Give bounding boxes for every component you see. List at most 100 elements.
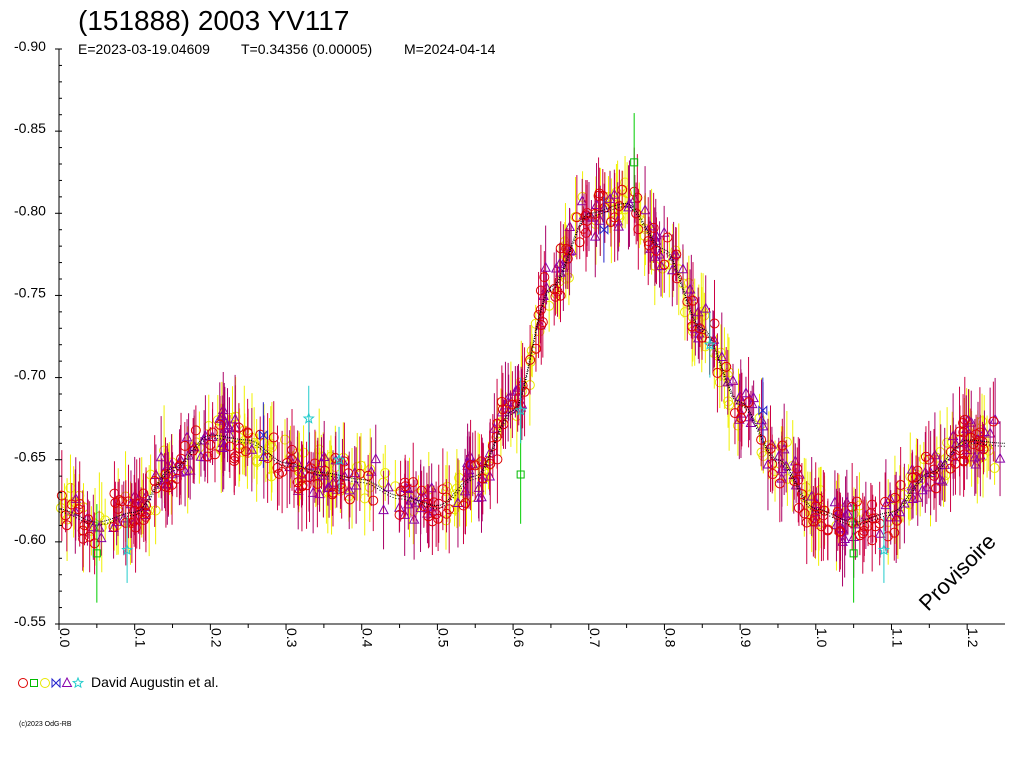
circle-marker bbox=[918, 454, 929, 465]
marker-shape bbox=[394, 509, 405, 520]
marker-shape bbox=[292, 477, 303, 488]
y-tick-label: -0.70 bbox=[14, 367, 46, 383]
marker-shape bbox=[654, 248, 665, 259]
marker-shape bbox=[274, 468, 285, 479]
circle-marker bbox=[959, 449, 970, 460]
marker-shape bbox=[693, 332, 704, 343]
triangle-marker bbox=[894, 506, 906, 517]
marker-shape bbox=[712, 367, 723, 378]
marker-shape bbox=[302, 412, 315, 424]
circle-marker bbox=[525, 354, 536, 365]
triangle-marker bbox=[540, 261, 551, 272]
circle-marker bbox=[292, 477, 303, 488]
marker-shape bbox=[891, 515, 902, 526]
triangle-marker bbox=[917, 484, 928, 495]
marker-shape bbox=[179, 440, 190, 451]
circle-marker bbox=[491, 432, 502, 443]
marker-shape bbox=[835, 526, 846, 537]
marker-shape bbox=[364, 482, 375, 493]
marker-shape bbox=[121, 543, 134, 556]
circle-marker bbox=[923, 454, 934, 465]
y-tick-label: -0.90 bbox=[14, 38, 46, 54]
marker-shape bbox=[780, 460, 792, 471]
marker-shape bbox=[659, 259, 670, 270]
marker-shape bbox=[485, 458, 496, 469]
square-marker bbox=[92, 549, 101, 558]
series-circle-2 bbox=[56, 147, 999, 575]
marker-shape bbox=[205, 439, 216, 450]
marker-shape bbox=[130, 522, 141, 533]
triangle-marker bbox=[655, 260, 667, 271]
marker-shape bbox=[611, 187, 622, 198]
marker-shape bbox=[497, 404, 508, 415]
triangle-marker bbox=[184, 464, 196, 475]
triangle-marker bbox=[748, 392, 759, 403]
circle-marker bbox=[79, 520, 90, 531]
marker-shape bbox=[832, 506, 843, 517]
x-tick-label: 0.4 bbox=[360, 628, 376, 648]
marker-shape bbox=[746, 398, 758, 409]
circle-marker bbox=[714, 377, 725, 388]
marker-shape bbox=[777, 440, 788, 451]
circle-marker bbox=[870, 521, 881, 532]
marker-shape bbox=[319, 465, 330, 476]
circle-marker bbox=[679, 307, 690, 318]
marker-shape bbox=[265, 438, 276, 449]
marker-shape bbox=[339, 456, 350, 467]
marker-shape bbox=[756, 434, 767, 445]
circle-marker bbox=[767, 458, 778, 469]
circle-marker bbox=[202, 451, 213, 462]
marker-shape bbox=[540, 261, 551, 272]
circle-marker bbox=[460, 497, 471, 508]
circle-marker bbox=[617, 184, 628, 195]
marker-shape bbox=[458, 500, 469, 511]
triangle-marker bbox=[727, 374, 739, 385]
circle-marker bbox=[421, 497, 432, 508]
circle-marker bbox=[694, 323, 705, 334]
marker-shape bbox=[703, 338, 716, 350]
circle-marker bbox=[233, 422, 244, 433]
marker-shape bbox=[905, 471, 916, 482]
circle-marker bbox=[167, 479, 178, 490]
marker-shape bbox=[834, 527, 845, 538]
marker-shape bbox=[491, 432, 502, 443]
circle-marker bbox=[83, 514, 94, 525]
circle-marker bbox=[120, 517, 131, 528]
marker-shape bbox=[880, 499, 892, 510]
circle-marker bbox=[437, 484, 448, 495]
marker-shape bbox=[110, 497, 121, 508]
marker-shape bbox=[722, 376, 734, 387]
watermark: Provisoire bbox=[914, 529, 1001, 616]
circle-marker bbox=[423, 511, 434, 522]
marker-shape bbox=[354, 468, 365, 479]
circle-marker bbox=[796, 489, 807, 500]
marker-shape bbox=[343, 484, 355, 495]
circle-marker bbox=[40, 678, 50, 688]
circle-marker bbox=[611, 187, 622, 198]
marker-shape bbox=[671, 273, 682, 284]
circle-marker bbox=[671, 273, 682, 284]
triangle-marker bbox=[780, 460, 792, 471]
circle-marker bbox=[364, 482, 375, 493]
marker-shape bbox=[923, 454, 934, 465]
marker-shape bbox=[594, 188, 605, 199]
marker-shape bbox=[69, 505, 81, 516]
marker-shape bbox=[919, 466, 931, 477]
y-tick-label: -0.75 bbox=[14, 284, 46, 300]
marker-shape bbox=[847, 501, 858, 512]
marker-shape bbox=[408, 477, 419, 488]
circle-marker bbox=[743, 397, 754, 408]
marker-shape bbox=[498, 419, 509, 430]
marker-shape bbox=[958, 417, 969, 428]
triangle-marker bbox=[744, 411, 755, 422]
marker-shape bbox=[312, 478, 323, 489]
marker-shape bbox=[816, 521, 827, 532]
triangle-marker bbox=[476, 491, 487, 502]
marker-shape bbox=[959, 449, 970, 460]
star-marker bbox=[514, 404, 527, 416]
series-bowtie bbox=[258, 196, 768, 468]
circle-marker bbox=[697, 332, 708, 343]
triangle-marker bbox=[929, 449, 941, 460]
circle-marker bbox=[215, 419, 226, 430]
circle-marker bbox=[110, 497, 121, 508]
